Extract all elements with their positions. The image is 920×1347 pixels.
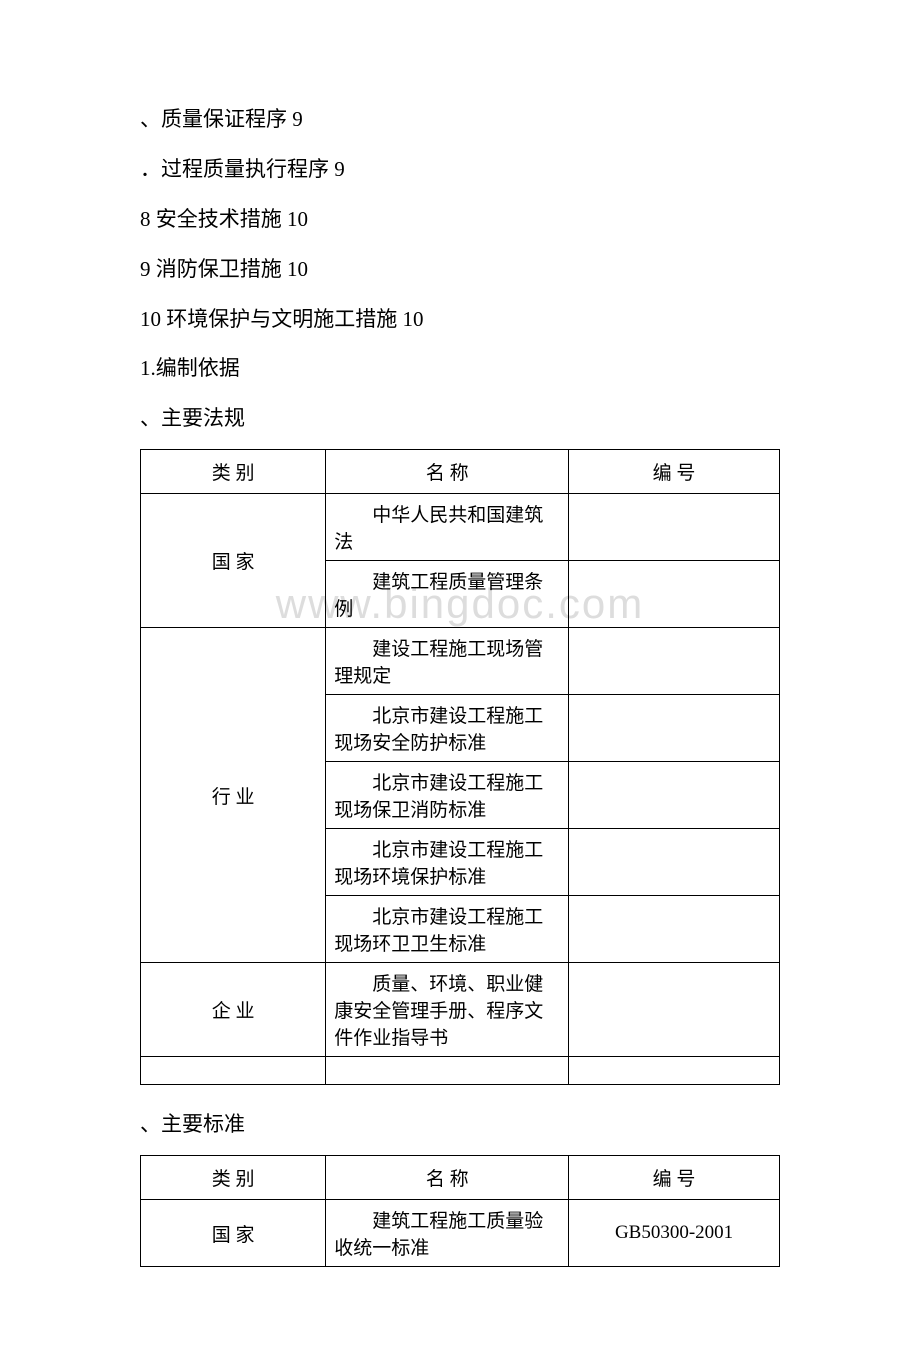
code-cell: GB50300-2001 — [569, 1200, 780, 1267]
category-cell: 国 家 — [141, 494, 326, 628]
toc-line: 10 环境保护与文明施工措施 10 — [140, 300, 780, 340]
subsection-heading: 、主要标准 — [140, 1105, 780, 1145]
code-cell — [569, 896, 780, 963]
name-cell: 中华人民共和国建筑法 — [326, 494, 569, 561]
standards-table: 类 别 名 称 编 号 国 家 建筑工程施工质量验收统一标准 GB50300-2… — [140, 1155, 780, 1267]
empty-cell — [569, 1057, 780, 1085]
regulations-table: 类 别 名 称 编 号 国 家 中华人民共和国建筑法 建筑工程质量管理条例 行 … — [140, 449, 780, 1085]
name-cell: 北京市建设工程施工现场保卫消防标准 — [326, 762, 569, 829]
name-cell: 建筑工程质量管理条例 — [326, 561, 569, 628]
table-header-row: 类 别 名 称 编 号 — [141, 450, 780, 494]
code-cell — [569, 762, 780, 829]
toc-line: ．过程质量执行程序 9 — [140, 150, 780, 190]
name-cell: 质量、环境、职业健康安全管理手册、程序文件作业指导书 — [326, 963, 569, 1057]
col-header-category: 类 别 — [141, 1156, 326, 1200]
code-cell — [569, 695, 780, 762]
category-cell: 企 业 — [141, 963, 326, 1057]
section-heading: 1.编制依据 — [140, 349, 780, 389]
toc-line: 8 安全技术措施 10 — [140, 200, 780, 240]
table-row-empty — [141, 1057, 780, 1085]
table-header-row: 类 别 名 称 编 号 — [141, 1156, 780, 1200]
empty-cell — [326, 1057, 569, 1085]
code-cell — [569, 963, 780, 1057]
empty-cell — [141, 1057, 326, 1085]
toc-line: 、质量保证程序 9 — [140, 100, 780, 140]
col-header-code: 编 号 — [569, 1156, 780, 1200]
col-header-code: 编 号 — [569, 450, 780, 494]
name-cell: 北京市建设工程施工现场环卫卫生标准 — [326, 896, 569, 963]
page-content: 、质量保证程序 9 ．过程质量执行程序 9 8 安全技术措施 10 9 消防保卫… — [140, 100, 780, 1267]
col-header-name: 名 称 — [326, 450, 569, 494]
toc-line: 9 消防保卫措施 10 — [140, 250, 780, 290]
table-row: 国 家 建筑工程施工质量验收统一标准 GB50300-2001 — [141, 1200, 780, 1267]
table-row: 行 业 建设工程施工现场管理规定 — [141, 628, 780, 695]
code-cell — [569, 829, 780, 896]
code-cell — [569, 561, 780, 628]
category-cell: 国 家 — [141, 1200, 326, 1267]
name-cell: 北京市建设工程施工现场环境保护标准 — [326, 829, 569, 896]
col-header-category: 类 别 — [141, 450, 326, 494]
name-cell: 建设工程施工现场管理规定 — [326, 628, 569, 695]
code-cell — [569, 494, 780, 561]
table-row: 企 业 质量、环境、职业健康安全管理手册、程序文件作业指导书 — [141, 963, 780, 1057]
table-row: 国 家 中华人民共和国建筑法 — [141, 494, 780, 561]
code-cell — [569, 628, 780, 695]
name-cell: 北京市建设工程施工现场安全防护标准 — [326, 695, 569, 762]
col-header-name: 名 称 — [326, 1156, 569, 1200]
subsection-heading: 、主要法规 — [140, 399, 780, 439]
category-cell: 行 业 — [141, 628, 326, 963]
name-cell: 建筑工程施工质量验收统一标准 — [326, 1200, 569, 1267]
